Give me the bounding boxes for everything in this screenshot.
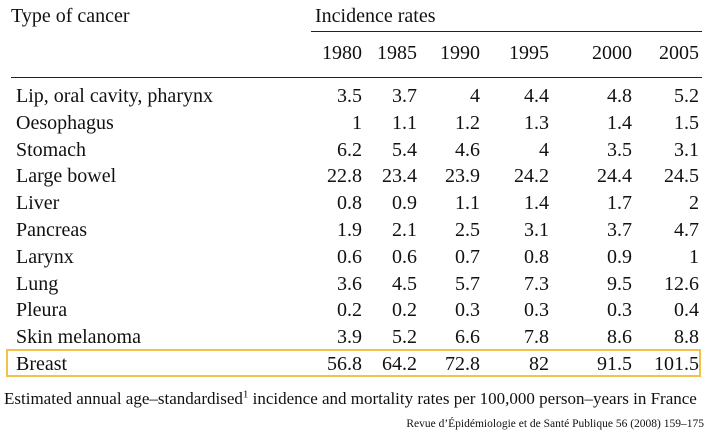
rate-cell: 3.6 [337,273,362,295]
year-header-0: 1980 [322,42,362,64]
rate-cell: 0.2 [337,299,362,321]
cancer-type-cell: Stomach [16,139,86,161]
rate-cell: 4 [470,85,480,107]
highlight-box [6,349,701,377]
rate-cell: 0.6 [392,246,417,268]
cancer-type-cell: Large bowel [16,165,117,187]
rate-cell: 3.7 [607,219,632,241]
rate-cell: 1.4 [607,112,632,134]
row-header: Type of cancer [11,5,130,27]
rate-cell: 5.7 [455,273,480,295]
rate-cell: 3.5 [337,85,362,107]
rate-cell: 7.3 [524,273,549,295]
rate-cell: 24.5 [664,165,699,187]
year-header-3: 1995 [509,42,549,64]
rate-cell: 7.8 [524,326,549,348]
rate-cell: 1.1 [455,192,480,214]
year-header-5: 2005 [659,42,699,64]
cancer-type-cell: Skin melanoma [16,326,141,348]
rate-cell: 5.4 [392,139,417,161]
source-citation: Revue d’Épidémiologie et de Santé Publiq… [406,418,704,430]
rate-cell: 6.6 [455,326,480,348]
rate-cell: 2.5 [455,219,480,241]
rate-cell: 3.1 [674,139,699,161]
rate-cell: 6.2 [337,139,362,161]
year-header-2: 1990 [440,42,480,64]
caption-text: Estimated annual age–standardised [4,389,243,408]
rate-cell: 5.2 [674,85,699,107]
rate-cell: 24.2 [514,165,549,187]
rate-cell: 101.5 [654,353,699,375]
group-header-rule [311,31,702,32]
rate-cell: 0.6 [337,246,362,268]
rate-cell: 1.5 [674,112,699,134]
rate-cell: 2 [689,192,699,214]
rate-cell: 64.2 [382,353,417,375]
rate-cell: 3.5 [607,139,632,161]
group-header: Incidence rates [315,5,436,27]
rate-cell: 0.4 [674,299,699,321]
rate-cell: 91.5 [597,353,632,375]
rate-cell: 0.3 [524,299,549,321]
rate-cell: 8.6 [607,326,632,348]
rate-cell: 72.8 [445,353,480,375]
rate-cell: 0.9 [392,192,417,214]
rate-cell: 0.8 [337,192,362,214]
rate-cell: 23.9 [445,165,480,187]
rate-cell: 0.8 [524,246,549,268]
year-header-4: 2000 [592,42,632,64]
rate-cell: 0.7 [455,246,480,268]
rate-cell: 1.9 [337,219,362,241]
cancer-type-cell: Lung [16,273,59,295]
rate-cell: 4.7 [674,219,699,241]
rate-cell: 3.7 [392,85,417,107]
rate-cell: 0.9 [607,246,632,268]
rate-cell: 82 [529,353,549,375]
cancer-type-cell: Pleura [16,299,68,321]
rate-cell: 12.6 [664,273,699,295]
header-bottom-rule [11,77,702,78]
rate-cell: 24.4 [597,165,632,187]
cancer-type-cell: Breast [16,353,68,375]
cancer-type-cell: Oesophagus [16,112,114,134]
caption-text-continued: incidence and mortality rates per 100,00… [248,389,697,408]
rate-cell: 4.8 [607,85,632,107]
table-caption: Estimated annual age–standardised1 incid… [4,389,697,409]
rate-cell: 4.4 [524,85,549,107]
rate-cell: 5.2 [392,326,417,348]
rate-cell: 1.2 [455,112,480,134]
rate-cell: 9.5 [607,273,632,295]
rate-cell: 8.8 [674,326,699,348]
rate-cell: 4 [539,139,549,161]
rate-cell: 3.1 [524,219,549,241]
rate-cell: 1.7 [607,192,632,214]
year-header-1: 1985 [377,42,417,64]
caption-footnote-marker: 1 [242,388,249,401]
cancer-type-cell: Liver [16,192,60,214]
rate-cell: 22.8 [327,165,362,187]
rate-cell: 1 [689,246,699,268]
rate-cell: 1 [352,112,362,134]
cancer-type-cell: Pancreas [16,219,88,241]
rate-cell: 0.3 [607,299,632,321]
cancer-type-cell: Larynx [16,246,74,268]
rate-cell: 0.3 [455,299,480,321]
rate-cell: 1.1 [392,112,417,134]
rate-cell: 4.5 [392,273,417,295]
cancer-type-cell: Lip, oral cavity, pharynx [16,85,213,107]
rate-cell: 1.4 [524,192,549,214]
rate-cell: 0.2 [392,299,417,321]
rate-cell: 23.4 [382,165,417,187]
rate-cell: 4.6 [455,139,480,161]
rate-cell: 3.9 [337,326,362,348]
rate-cell: 1.3 [524,112,549,134]
rate-cell: 2.1 [392,219,417,241]
rate-cell: 56.8 [327,353,362,375]
